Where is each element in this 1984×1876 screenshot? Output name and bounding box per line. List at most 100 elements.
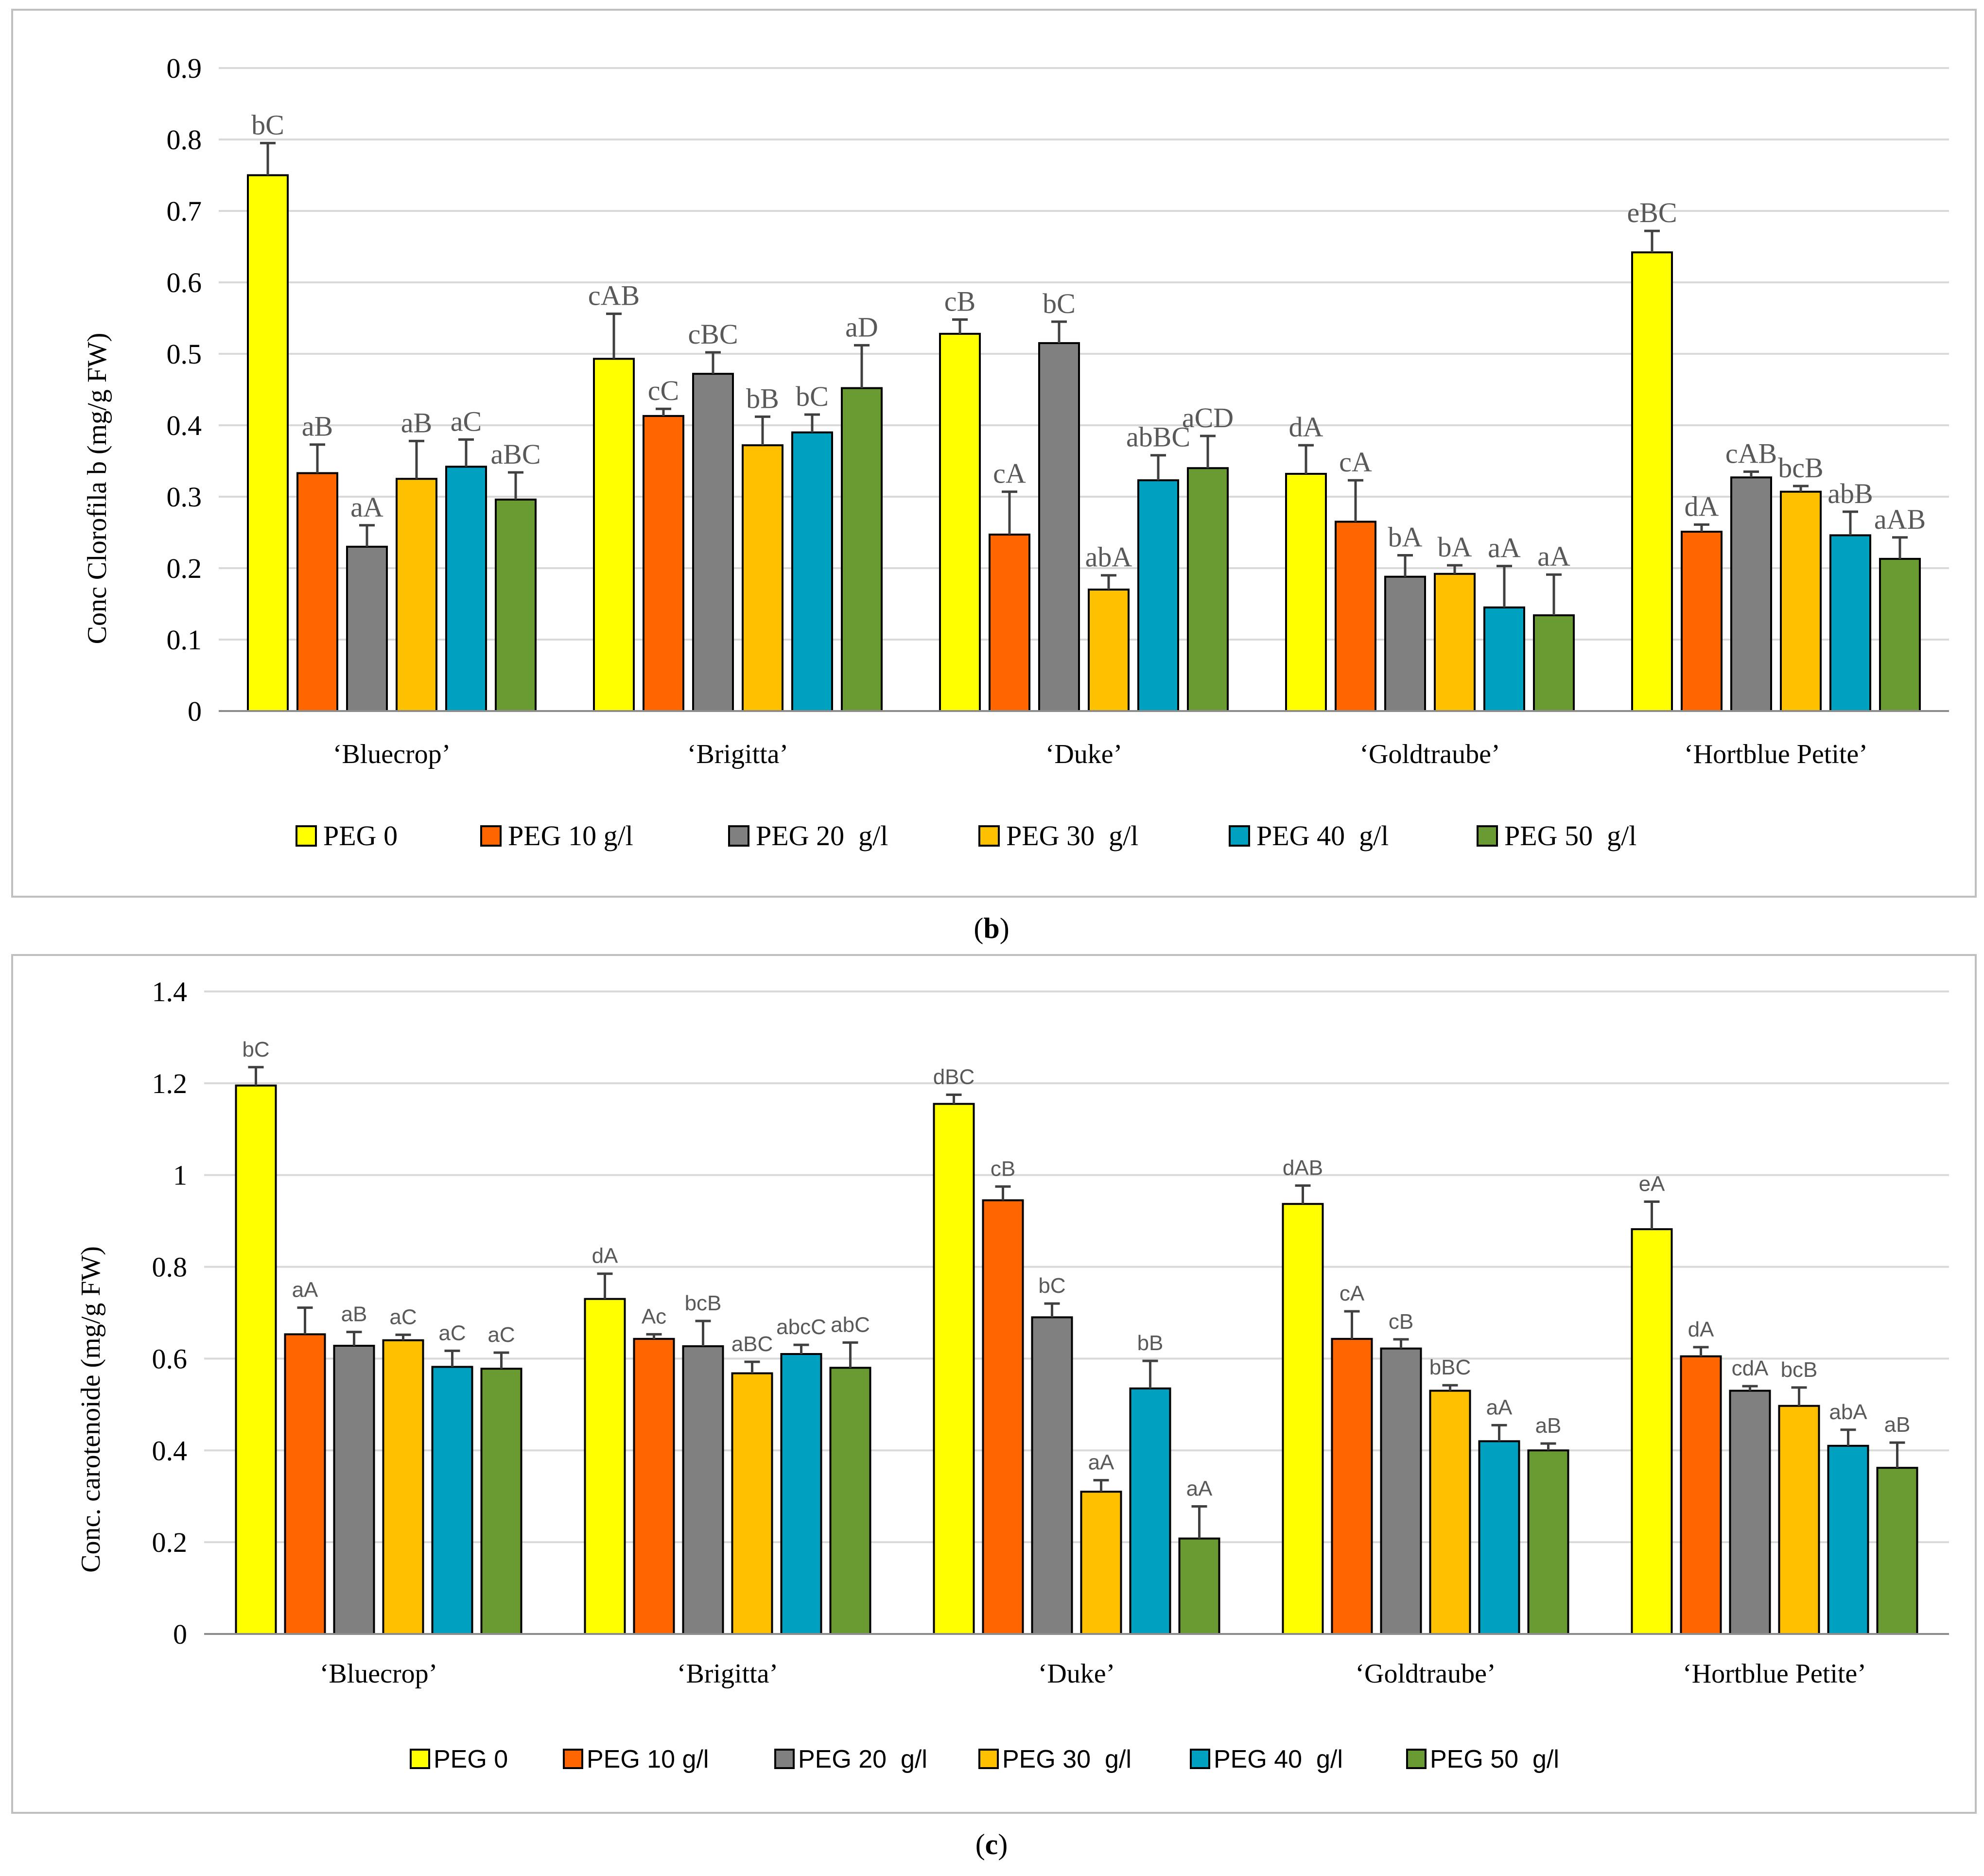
bar-peg-0 <box>584 1298 626 1635</box>
error-bar <box>1540 1442 1556 1451</box>
error-bar <box>793 1343 809 1354</box>
error-bar <box>1447 564 1462 574</box>
error-bar <box>1889 1441 1905 1468</box>
data-label: abA <box>1829 1400 1867 1424</box>
error-bar <box>1491 1424 1507 1442</box>
bar-peg-40 <box>791 431 833 712</box>
chart-b-category-label: ‘Hortblue Petite’ <box>1684 739 1868 769</box>
error-bar <box>508 471 523 500</box>
bar-peg-0 <box>1631 1228 1673 1635</box>
error-bar <box>1044 1302 1060 1318</box>
error-bar <box>695 1320 711 1346</box>
bar-peg-40 <box>1483 606 1525 712</box>
legend-swatch-peg-0 <box>410 1749 430 1769</box>
legend-swatch-peg-10 <box>563 1749 583 1769</box>
error-bar <box>444 1349 460 1367</box>
bar-peg-50 <box>1533 614 1575 712</box>
error-bar <box>1393 1338 1409 1349</box>
data-label: aBC <box>490 438 540 470</box>
bar-peg-40 <box>1829 534 1871 712</box>
data-label: aB <box>401 407 432 438</box>
legend-swatch-peg-50 <box>1477 825 1498 847</box>
bar-peg-30 <box>1080 1491 1122 1635</box>
error-bar <box>346 1331 362 1346</box>
bar-peg-0 <box>247 174 289 712</box>
chart-b-category-labels: ‘Bluecrop’ ‘Brigitta’ ‘Duke’ ‘Goldtraube… <box>333 739 1868 769</box>
data-label: cBC <box>688 318 738 350</box>
legend-item: PEG 30 g/l <box>978 1745 1131 1773</box>
error-bar <box>1694 523 1709 532</box>
bar-peg-10 <box>296 472 338 712</box>
error-bar <box>1348 479 1363 522</box>
bar-peg-10 <box>1681 531 1723 712</box>
chart-c-y-tick: 1 <box>173 1160 187 1191</box>
legend-swatch-peg-0 <box>296 825 317 847</box>
data-label: cB <box>991 1157 1015 1181</box>
chart-b-y-tick: 0.6 <box>167 267 202 298</box>
data-label: aC <box>451 405 482 437</box>
chart-c-y-tick: 0.4 <box>152 1435 188 1466</box>
error-bar <box>804 413 820 433</box>
legend-item: PEG 20 g/l <box>774 1745 927 1773</box>
data-label: aC <box>487 1323 515 1347</box>
bar-peg-40 <box>1827 1444 1869 1635</box>
chart-c-y-tick: 0 <box>173 1618 187 1650</box>
bar-peg-10 <box>1680 1355 1722 1635</box>
error-bar <box>1051 320 1067 343</box>
bar-peg-20 <box>1384 575 1426 712</box>
bar-peg-40 <box>1129 1387 1171 1635</box>
error-bar <box>1150 454 1166 481</box>
error-bar <box>1200 434 1216 469</box>
panel-caption-c-letter: c <box>985 1828 998 1860</box>
legend-swatch-peg-10 <box>480 825 502 847</box>
data-label: bBC <box>1429 1355 1471 1379</box>
data-label: bC <box>251 109 284 140</box>
error-bar <box>755 415 770 446</box>
bar-peg-50 <box>841 387 883 712</box>
bar-peg-40 <box>1137 479 1179 712</box>
error-bar <box>1295 1184 1311 1204</box>
data-label: aA <box>292 1278 318 1302</box>
legend-label: PEG 50 g/l <box>1430 1745 1559 1773</box>
error-bar <box>995 1185 1011 1200</box>
data-label: aA <box>350 491 383 523</box>
data-label: Ac <box>642 1304 666 1328</box>
chart-b-y-tick: 0.5 <box>167 338 202 370</box>
data-label: bA <box>1438 531 1472 563</box>
chart-c-y-ticks: 0 0.2 0.4 0.6 0.8 1 1.2 1.4 <box>152 976 188 1650</box>
chart-c-category-labels: ‘Bluecrop’ ‘Brigitta’ ‘Duke’ ‘Goldtraube… <box>320 1659 1866 1689</box>
data-label: abBC <box>1126 421 1190 453</box>
error-bar <box>1843 510 1858 536</box>
data-label: dA <box>1688 1318 1714 1341</box>
chart-c-category-label: ‘Duke’ <box>1038 1659 1115 1689</box>
bar-peg-20 <box>346 545 388 712</box>
bar-peg-50 <box>495 498 537 712</box>
bar-peg-10 <box>989 533 1030 712</box>
data-label: aAB <box>1874 504 1926 535</box>
bar-peg-50 <box>1527 1449 1569 1635</box>
error-bar <box>1840 1428 1856 1446</box>
bar-peg-20 <box>1730 476 1772 712</box>
chart-b-category-label: ‘Bluecrop’ <box>333 739 451 769</box>
legend-item: PEG 30 g/l <box>978 820 1138 851</box>
data-label: bA <box>1388 521 1423 553</box>
bar-peg-0 <box>933 1103 975 1635</box>
data-label: bcB <box>1778 452 1823 484</box>
data-label: cA <box>993 458 1026 489</box>
data-label: bC <box>1043 288 1076 319</box>
error-bar <box>1546 573 1562 616</box>
chart-c-category-label: ‘Brigitta’ <box>677 1659 778 1689</box>
data-label: aA <box>1486 1395 1513 1419</box>
chart-c-legend: PEG 0 PEG 10 g/l PEG 20 g/l PEG 30 g/l P… <box>410 1745 1559 1773</box>
panel-caption-c: (c) <box>975 1828 1008 1860</box>
chart-b-legend: PEG 0 PEG 10 g/l PEG 20 g/l PEG 30 g/l P… <box>296 820 1636 851</box>
chart-b-category-label: ‘Brigitta’ <box>687 739 788 769</box>
error-bar <box>409 439 424 479</box>
error-bar <box>597 1272 613 1299</box>
chart-c-y-axis-label: Conc. carotenoide (mg/g FW) <box>76 1246 106 1573</box>
bar-peg-0 <box>1285 472 1327 712</box>
bar-peg-40 <box>1478 1440 1520 1635</box>
error-bar <box>744 1360 760 1373</box>
chart-b-y-tick: 0.7 <box>167 195 202 227</box>
